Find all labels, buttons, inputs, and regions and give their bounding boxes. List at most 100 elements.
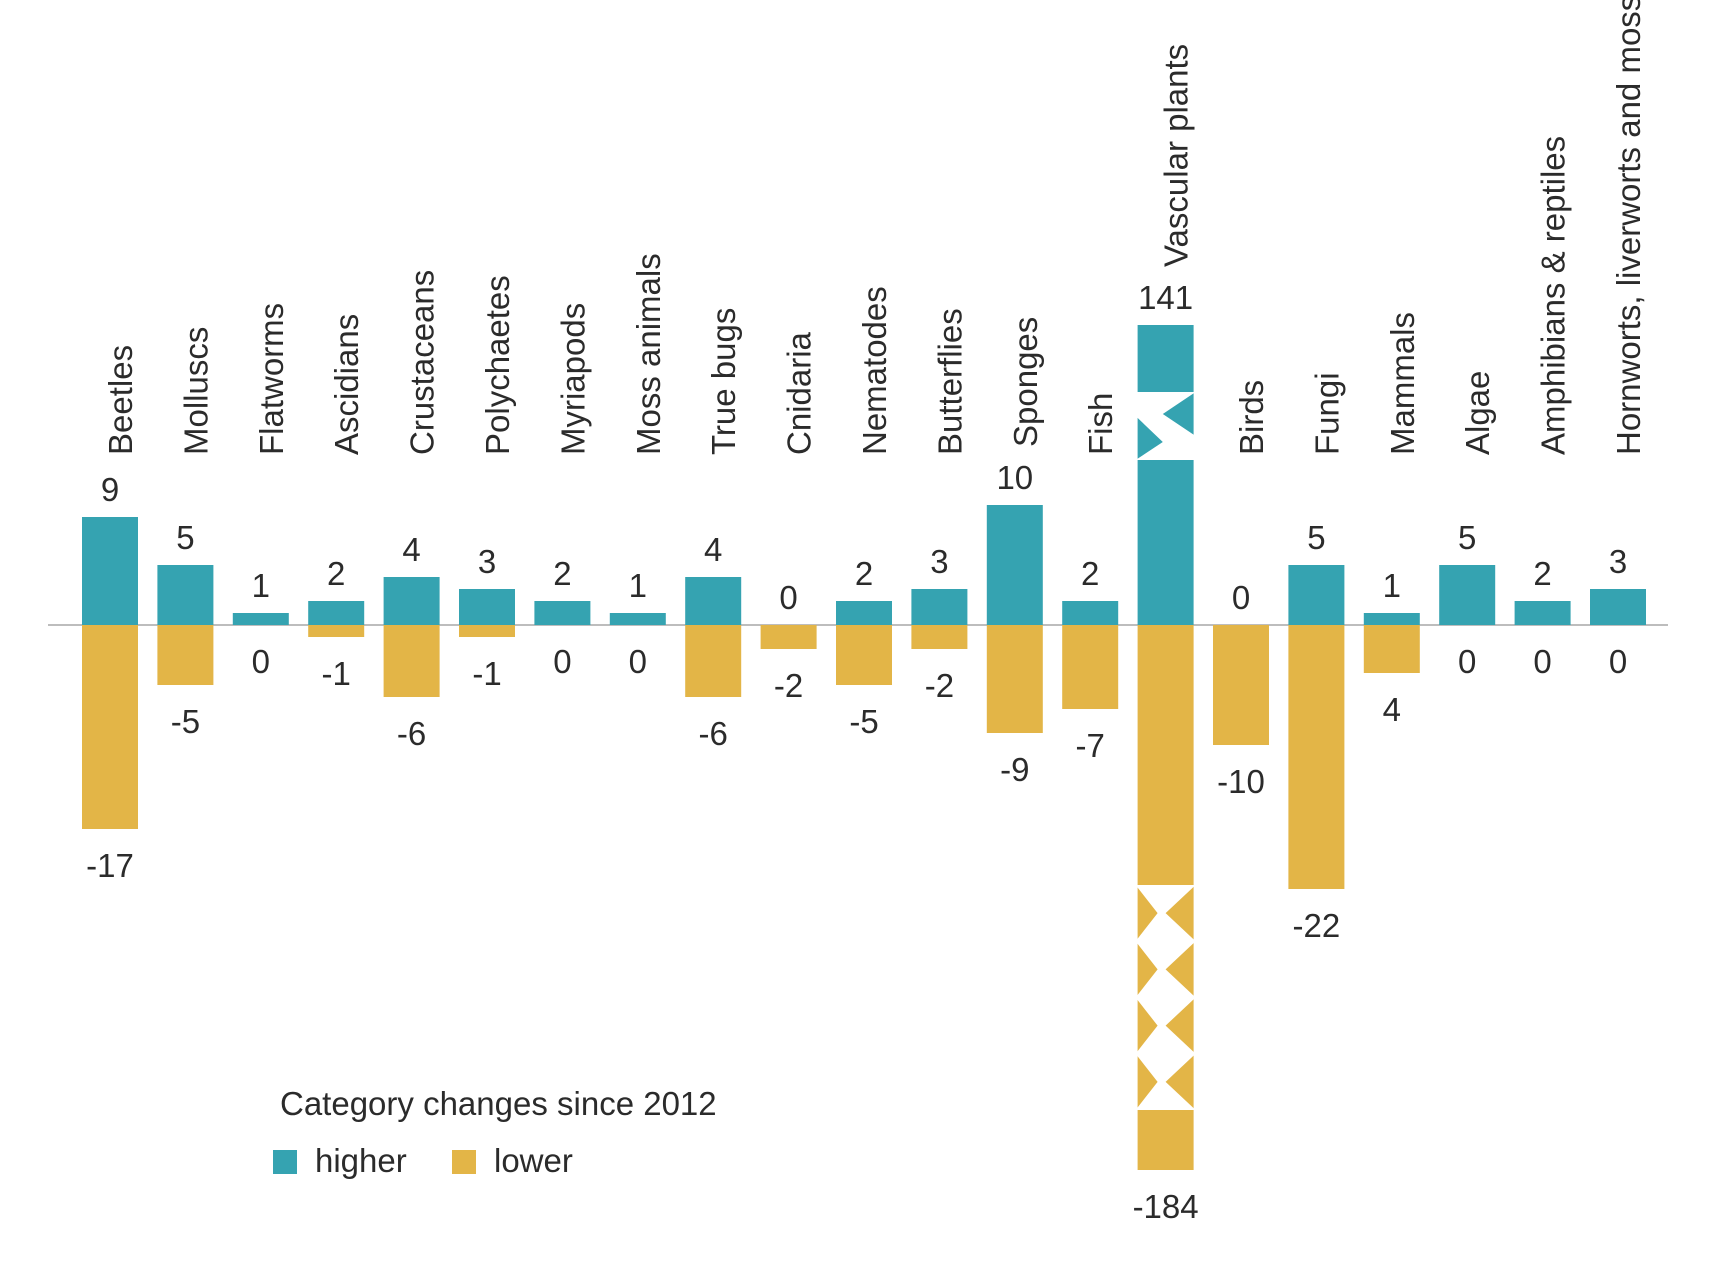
category-label-birds: Birds [1233, 380, 1270, 455]
category-label-flatworms: Flatworms [253, 303, 290, 455]
value-label-lower-cnidaria: -2 [774, 667, 803, 704]
bar-lower-nematodes [836, 625, 892, 685]
bar-lower-polychaetes [459, 625, 515, 637]
bar-lower-butterflies [911, 625, 968, 649]
value-label-higher-flatworms: 1 [252, 567, 270, 604]
value-label-higher-ascidians: 2 [327, 555, 345, 592]
value-label-lower-algae: 0 [1458, 643, 1476, 680]
category-label-hornworts-liverworts-and-mosses: Hornworts, liverworts and mosses [1610, 0, 1647, 455]
bar-higher-flatworms [232, 613, 289, 625]
category-label-fish: Fish [1082, 393, 1119, 455]
value-label-higher-crustaceans: 4 [402, 531, 420, 568]
bar-higher-crustaceans [383, 577, 440, 625]
bar-higher-myriapods [534, 601, 591, 625]
category-label-fungi: Fungi [1308, 372, 1345, 455]
category-label-mammals: Mammals [1384, 312, 1421, 455]
category-label-polychaetes: Polychaetes [479, 275, 516, 455]
value-label-lower-beetles: -17 [86, 847, 134, 884]
bar-lower-molluscs [157, 625, 214, 685]
value-label-higher-molluscs: 5 [176, 519, 194, 556]
value-label-lower-butterflies: -2 [925, 667, 954, 704]
bar-higher-true-bugs [685, 577, 742, 625]
bar-higher-molluscs [157, 565, 214, 625]
legend-title: Category changes since 2012 [280, 1085, 717, 1122]
category-label-crustaceans: Crustaceans [404, 270, 441, 455]
value-label-lower-flatworms: 0 [252, 643, 270, 680]
value-label-higher-birds: 0 [1232, 579, 1250, 616]
bar-lower-fungi [1288, 625, 1345, 889]
bar-higher-hornworts-liverworts-and-mosses [1590, 589, 1646, 625]
value-label-lower-fish: -7 [1076, 727, 1105, 764]
bar-lower-sponges [986, 625, 1043, 733]
category-labels: Beetles Molluscs Flatworms Ascidians Crustac… [102, 0, 1647, 455]
value-label-higher-beetles: 9 [101, 471, 119, 508]
category-label-moss-animals: Moss animals [630, 253, 667, 455]
category-label-cnidaria: Cnidaria [781, 331, 818, 455]
value-label-lower-hornworts-liverworts-and-mosses: 0 [1609, 643, 1627, 680]
value-labels: 9-175-5102-14-63-120104-60-22-53-210-92-… [86, 279, 1627, 1225]
bar-lower-beetles [82, 625, 138, 829]
bar-higher-vascular-plants [1137, 325, 1194, 625]
value-label-lower-nematodes: -5 [849, 703, 878, 740]
bar-lower-fish [1062, 625, 1119, 709]
bar-lower-crustaceans [383, 625, 440, 697]
category-label-myriapods: Myriapods [554, 303, 591, 455]
value-label-lower-molluscs: -5 [171, 703, 200, 740]
bar-higher-algae [1439, 565, 1496, 625]
value-label-lower-mammals: 4 [1383, 691, 1401, 728]
value-label-lower-ascidians: -1 [322, 655, 351, 692]
value-label-lower-sponges: -9 [1000, 751, 1029, 788]
bar-lower-mammals [1363, 625, 1420, 673]
value-label-higher-sponges: 10 [996, 459, 1033, 496]
value-label-higher-nematodes: 2 [855, 555, 873, 592]
value-label-higher-amphibians-reptiles: 2 [1533, 555, 1551, 592]
value-label-lower-vascular-plants: -184 [1133, 1188, 1199, 1225]
lower-series [82, 625, 1420, 1170]
legend-label-higher: higher [315, 1142, 407, 1179]
category-label-sponges: Sponges [1007, 317, 1044, 447]
legend-swatch-higher [273, 1150, 297, 1174]
legend: Category changes since 2012 higher lower [273, 1085, 717, 1179]
value-label-lower-polychaetes: -1 [472, 655, 501, 692]
higher-series [82, 325, 1646, 625]
category-label-amphibians-reptiles: Amphibians & reptiles [1535, 136, 1572, 455]
bar-lower-ascidians [308, 625, 365, 637]
bar-lower-cnidaria [760, 625, 817, 649]
value-label-higher-butterflies: 3 [930, 543, 948, 580]
bar-higher-ascidians [308, 601, 365, 625]
bar-higher-mammals [1363, 613, 1420, 625]
category-label-molluscs: Molluscs [177, 327, 214, 455]
bar-higher-beetles [82, 517, 138, 625]
bar-higher-amphibians-reptiles [1514, 601, 1571, 625]
value-label-lower-birds: -10 [1217, 763, 1265, 800]
value-label-lower-myriapods: 0 [553, 643, 571, 680]
category-label-butterflies: Butterflies [931, 308, 968, 455]
category-label-vascular-plants: Vascular plants [1158, 44, 1195, 267]
value-label-higher-fish: 2 [1081, 555, 1099, 592]
bar-higher-polychaetes [459, 589, 515, 625]
value-label-higher-cnidaria: 0 [779, 579, 797, 616]
axis-break-higher [1135, 392, 1196, 460]
value-label-higher-vascular-plants: 141 [1138, 279, 1193, 316]
value-label-higher-true-bugs: 4 [704, 531, 722, 568]
category-label-ascidians: Ascidians [328, 314, 365, 455]
category-label-nematodes: Nematodes [856, 286, 893, 455]
axis-break-lower [1135, 885, 1196, 1110]
value-label-lower-crustaceans: -6 [397, 715, 426, 752]
value-label-lower-moss-animals: 0 [629, 643, 647, 680]
value-label-higher-fungi: 5 [1307, 519, 1325, 556]
value-label-lower-true-bugs: -6 [699, 715, 728, 752]
bar-higher-butterflies [911, 589, 968, 625]
value-label-higher-algae: 5 [1458, 519, 1476, 556]
category-label-true-bugs: True bugs [705, 308, 742, 455]
category-label-algae: Algae [1459, 371, 1496, 455]
value-label-higher-myriapods: 2 [553, 555, 571, 592]
value-label-higher-hornworts-liverworts-and-mosses: 3 [1609, 543, 1627, 580]
bar-higher-fish [1062, 601, 1119, 625]
bar-higher-fungi [1288, 565, 1345, 625]
category-label-beetles: Beetles [102, 345, 139, 455]
value-label-lower-fungi: -22 [1293, 907, 1341, 944]
legend-label-lower: lower [494, 1142, 573, 1179]
value-label-lower-amphibians-reptiles: 0 [1533, 643, 1551, 680]
